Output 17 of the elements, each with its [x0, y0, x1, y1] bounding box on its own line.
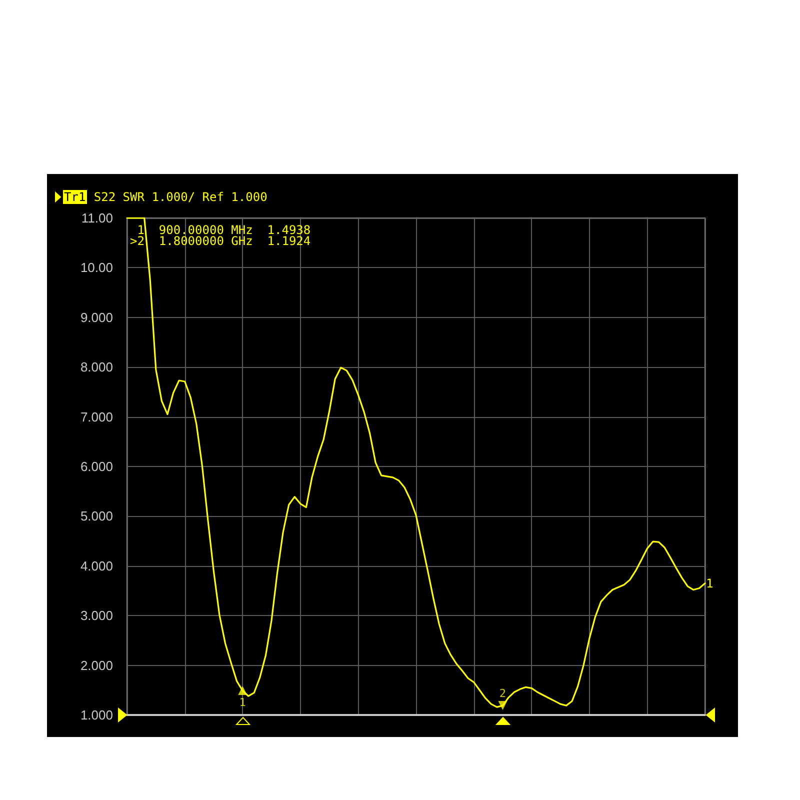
chart-title: Tr1 S22 SWR 1.000/ Ref 1.000 [63, 190, 268, 204]
series-label: 2 [499, 686, 506, 700]
annotation: 1 900.00000 MHz 1.4938 [137, 223, 311, 237]
y-tick-label: 1.000 [80, 708, 113, 722]
y-tick-label: 3.000 [80, 608, 113, 624]
y-tick-label: 8.000 [80, 360, 113, 375]
annotation: >2 1.8000000 GHz 1.1924 [130, 234, 311, 248]
series-label: 1 [706, 576, 714, 590]
series-label: 1 [239, 696, 246, 709]
y-tick-label: 4.000 [80, 558, 113, 574]
y-tick-label: 9.000 [80, 310, 113, 325]
y-tick-label: 7.000 [80, 409, 113, 424]
y-tick-label: 10.00 [80, 260, 113, 276]
y-tick-label: 6.000 [80, 459, 113, 474]
y-tick-label: 2.000 [80, 658, 113, 673]
y-tick-label: 11.00 [81, 210, 113, 226]
y-tick-label: 5.000 [80, 508, 113, 524]
